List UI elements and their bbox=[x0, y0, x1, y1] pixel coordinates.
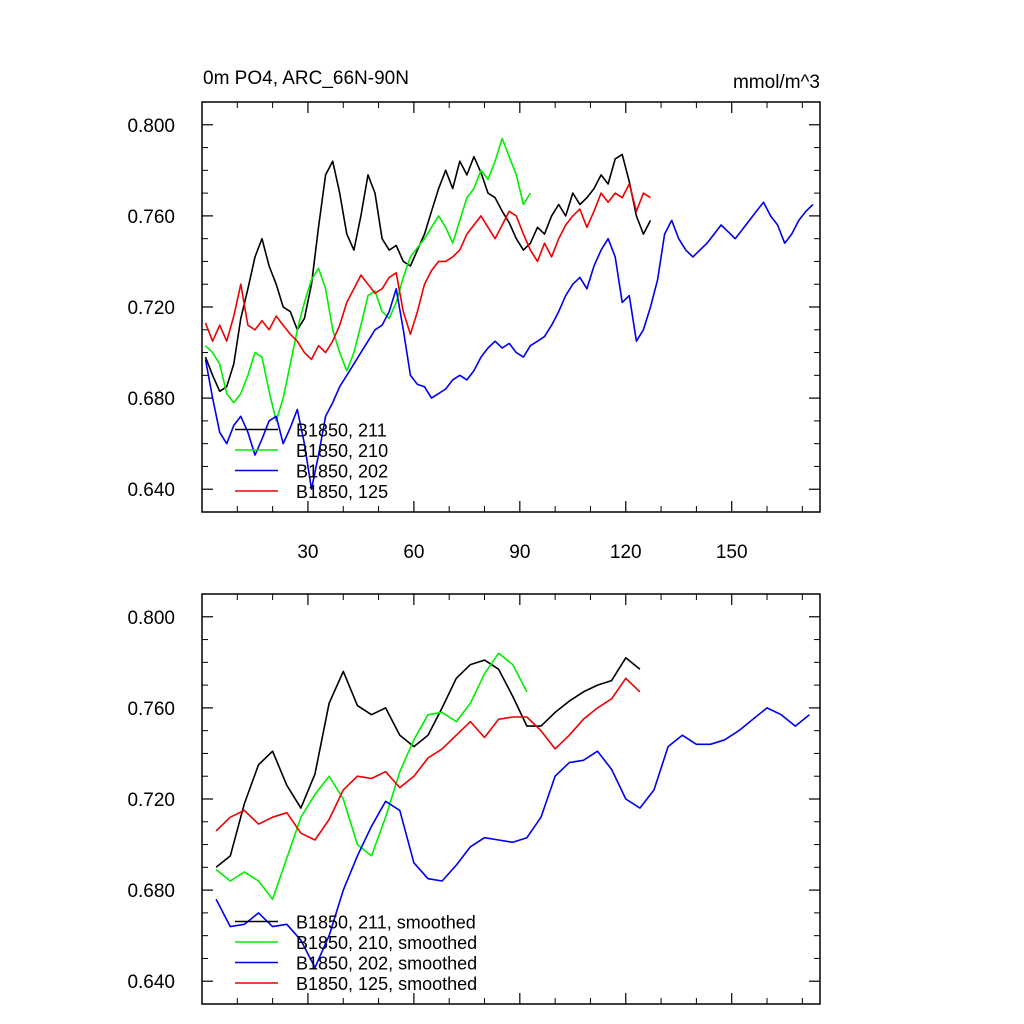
plot-frame bbox=[201, 101, 821, 513]
axis-ticks: 0.640 0.680 0.720 0.760 0.800 30 60 90 120 150 bbox=[127, 101, 820, 563]
legend-label: B1850, 211, smoothed bbox=[296, 913, 476, 933]
y-tick-label: 0.760 bbox=[127, 207, 175, 228]
panel-title-left: 0m PO4, ARC_66N-90N bbox=[203, 68, 409, 89]
y-tick-label: 0.800 bbox=[127, 116, 175, 137]
y-tick-label: 0.680 bbox=[127, 389, 175, 410]
x-tick-label: 90 bbox=[509, 542, 530, 563]
x-tick-label: 120 bbox=[610, 542, 642, 563]
series-line bbox=[215, 656, 641, 868]
panel-units-label: mmol/m^3 bbox=[733, 72, 820, 93]
legend-label: B1850, 202 bbox=[296, 462, 388, 482]
legend-label: B1850, 125 bbox=[296, 482, 388, 502]
y-tick-label: 0.640 bbox=[127, 972, 175, 993]
axis-ticks: 0.640 0.680 0.720 0.760 0.800 bbox=[127, 593, 820, 1005]
y-tick-label: 0.760 bbox=[127, 699, 175, 720]
x-tick-label: 60 bbox=[403, 542, 424, 563]
legend-label: B1850, 211 bbox=[296, 421, 387, 441]
legend-label: B1850, 210, smoothed bbox=[296, 933, 477, 953]
y-tick-label: 0.680 bbox=[127, 881, 175, 902]
x-tick-label: 30 bbox=[297, 542, 318, 563]
series-line bbox=[204, 183, 651, 361]
panel-bottom: 0.640 0.680 0.720 0.760 0.800 B1850, 211, sm… bbox=[127, 593, 821, 1005]
legend-label: B1850, 202, smoothed bbox=[296, 954, 477, 974]
panel-top: 0m PO4, ARC_66N-90N mmol/m^3 0.6400.6800… bbox=[127, 68, 821, 563]
series-line bbox=[204, 137, 532, 422]
y-tick-label: 0.720 bbox=[127, 790, 175, 811]
y-tick-label: 0.640 bbox=[127, 480, 175, 501]
series-line bbox=[204, 201, 814, 491]
plot-frame bbox=[201, 593, 821, 1005]
y-tick-label: 0.720 bbox=[127, 298, 175, 319]
y-tick-label: 0.800 bbox=[127, 608, 175, 629]
legend-label: B1850, 210 bbox=[296, 441, 388, 461]
series-line bbox=[215, 677, 641, 841]
series-group bbox=[215, 652, 810, 969]
x-tick-label: 150 bbox=[716, 542, 748, 563]
series-line bbox=[204, 153, 652, 393]
series-group bbox=[204, 137, 814, 491]
legend-label: B1850, 125, smoothed bbox=[296, 974, 477, 994]
series-line bbox=[215, 707, 810, 969]
series-line bbox=[215, 652, 528, 901]
